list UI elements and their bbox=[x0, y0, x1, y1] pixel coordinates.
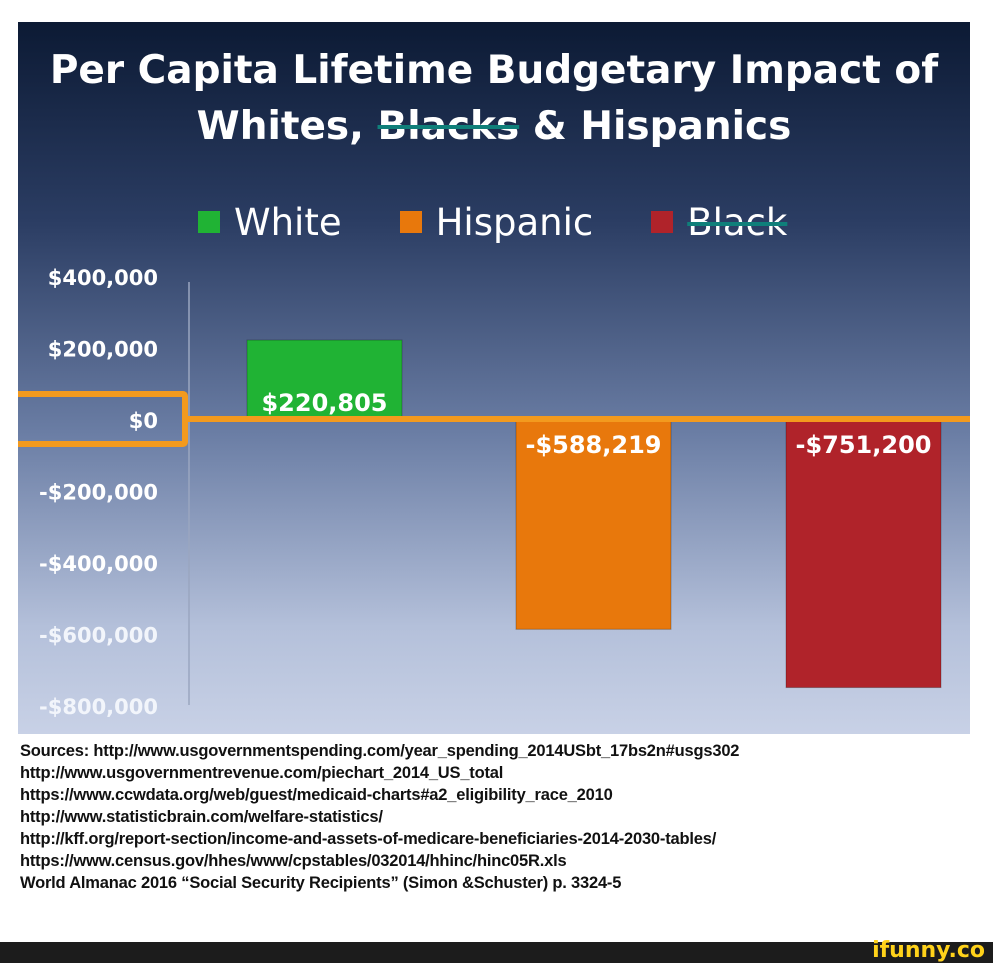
legend-label-white: White bbox=[234, 200, 342, 244]
bar-white bbox=[246, 339, 403, 420]
legend-swatch-black bbox=[651, 211, 674, 233]
source-line: Sources: http://www.usgovernmentspending… bbox=[20, 742, 740, 760]
source-line: http://www.usgovernmentrevenue.com/piech… bbox=[20, 764, 504, 782]
y-tick-label: -$400,000 bbox=[39, 552, 158, 576]
chart-title-line-1: Per Capita Lifetime Budgetary Impact of bbox=[49, 48, 939, 93]
bar-value-label-black: -$751,200 bbox=[796, 431, 932, 459]
zero-tick-highlight-box bbox=[18, 391, 188, 447]
source-line: https://www.ccwdata.org/web/guest/medica… bbox=[20, 786, 613, 804]
bar-black bbox=[785, 418, 942, 689]
legend-item-black: Black bbox=[651, 201, 787, 244]
y-tick-label: -$200,000 bbox=[39, 481, 158, 505]
title-text-struck: Blacks bbox=[377, 104, 520, 149]
y-tick-label: $0 bbox=[129, 409, 158, 433]
source-line: http://kff.org/report-section/income-and… bbox=[20, 830, 717, 848]
legend-swatch-white bbox=[198, 211, 220, 233]
legend-swatch-hispanic bbox=[399, 211, 422, 233]
sources-block: Sources: http://www.usgovernmentspending… bbox=[20, 740, 980, 894]
legend-item-white: White bbox=[198, 201, 342, 244]
legend-label-hispanic: Hispanic bbox=[435, 200, 594, 244]
source-line: http://www.statisticbrain.com/welfare-st… bbox=[20, 808, 383, 826]
source-line: https://www.census.gov/hhes/www/cpstable… bbox=[20, 852, 567, 870]
y-tick-label: -$800,000 bbox=[39, 695, 158, 719]
source-line: World Almanac 2016 “Social Security Reci… bbox=[20, 874, 622, 892]
legend-item-hispanic: Hispanic bbox=[399, 200, 594, 244]
ifunny-watermark: ifunny.co bbox=[872, 938, 985, 963]
chart-title-line-2: Whites, Blacks & Hispanics bbox=[18, 104, 970, 149]
y-tick-label: $200,000 bbox=[48, 338, 158, 362]
footer-bar: ifunny.co bbox=[0, 938, 993, 963]
chart-panel: Per Capita Lifetime Budgetary Impact of … bbox=[18, 22, 970, 734]
title-text-hispanics: & Hispanics bbox=[519, 104, 792, 149]
y-tick-label: -$600,000 bbox=[39, 624, 158, 648]
bar-value-label-white: $220,805 bbox=[261, 389, 387, 417]
chart-legend: White Hispanic Black bbox=[198, 197, 845, 247]
legend-label-black: Black bbox=[687, 200, 788, 244]
y-tick-label: $400,000 bbox=[48, 266, 158, 290]
bar-value-label-hispanic: -$588,219 bbox=[526, 431, 662, 459]
bar-chart: $400,000 $200,000 $0 -$200,000 -$400,000 -$60… bbox=[18, 266, 970, 719]
title-text-whites: Whites, bbox=[196, 104, 378, 149]
bar-hispanic bbox=[515, 418, 672, 630]
